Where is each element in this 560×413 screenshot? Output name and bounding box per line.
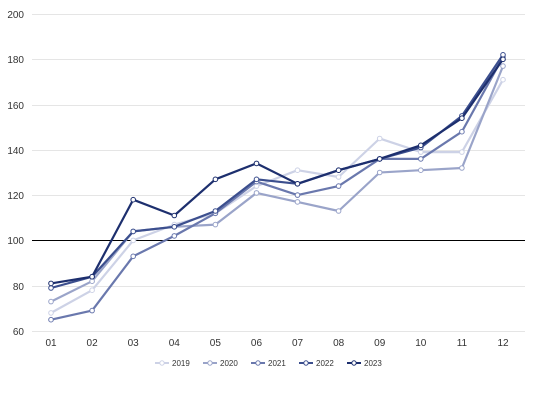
legend-label: 2019 xyxy=(172,359,190,368)
data-point-2020-07 xyxy=(294,199,301,205)
data-point-2019-09 xyxy=(376,135,383,142)
y-tick-label: 200 xyxy=(7,10,24,21)
data-point-2019-11 xyxy=(459,149,465,155)
data-point-2022-12 xyxy=(500,52,506,58)
legend-marker xyxy=(303,360,309,366)
x-tick-label: 05 xyxy=(210,338,222,349)
data-point-2019-08 xyxy=(335,174,342,180)
data-point-2023-06 xyxy=(253,160,260,167)
legend-item-2020[interactable]: 2020 xyxy=(203,359,238,368)
x-tick-label: 07 xyxy=(292,338,304,349)
data-point-2020-08 xyxy=(335,208,342,214)
data-point-2023-11 xyxy=(459,115,465,121)
series-line-2023 xyxy=(49,58,505,285)
x-axis: 01 02 03 04 05 06 07 08 09 10 11 12 xyxy=(45,338,509,349)
x-tick-label: 06 xyxy=(251,338,263,349)
data-point-2019-10 xyxy=(418,149,424,155)
x-tick-label: 11 xyxy=(457,338,468,349)
y-tick-label: 140 xyxy=(7,146,24,157)
data-point-2021-11 xyxy=(459,128,465,135)
x-tick-label: 10 xyxy=(415,338,427,349)
data-point-2020-01 xyxy=(48,298,54,305)
series-2020 xyxy=(48,63,506,305)
data-point-2022-06 xyxy=(253,176,260,183)
series-2023 xyxy=(48,56,506,287)
data-point-2019-06 xyxy=(253,183,260,189)
legend-item-2022[interactable]: 2022 xyxy=(299,359,334,368)
data-point-2023-03 xyxy=(130,196,136,203)
x-tick-label: 02 xyxy=(87,338,99,349)
y-tick-label: 60 xyxy=(13,327,25,338)
y-tick-label: 80 xyxy=(13,282,25,293)
y-tick-label: 120 xyxy=(7,191,24,202)
legend-label: 2021 xyxy=(268,359,286,368)
data-point-2021-07 xyxy=(294,192,301,198)
legend-item-2021[interactable]: 2021 xyxy=(251,359,286,368)
data-point-2022-05 xyxy=(212,208,219,214)
data-point-2021-02 xyxy=(89,307,95,314)
x-tick-label: 04 xyxy=(169,338,181,349)
legend-item-2019[interactable]: 2019 xyxy=(155,359,190,368)
data-point-2021-10 xyxy=(418,156,424,162)
x-tick-label: 03 xyxy=(128,338,140,349)
legend-marker xyxy=(159,360,165,366)
data-point-2021-04 xyxy=(171,233,178,239)
data-point-2022-03 xyxy=(130,228,136,235)
data-point-2021-08 xyxy=(335,183,342,189)
series-line-2019 xyxy=(49,78,505,314)
data-point-2020-10 xyxy=(418,167,424,173)
x-tick-label: 08 xyxy=(333,338,345,349)
data-point-2023-07 xyxy=(294,181,301,187)
data-point-2019-01 xyxy=(48,310,54,316)
data-point-2020-11 xyxy=(459,165,465,171)
legend-item-2023[interactable]: 2023 xyxy=(347,359,382,368)
data-point-2022-04 xyxy=(171,224,178,230)
data-point-2023-02 xyxy=(89,273,95,280)
data-point-2023-01 xyxy=(48,280,54,287)
legend-marker xyxy=(255,360,261,366)
data-point-2023-05 xyxy=(212,176,219,183)
y-tick-label: 160 xyxy=(7,101,24,112)
series-line-2020 xyxy=(49,64,505,303)
legend-label: 2020 xyxy=(220,359,238,368)
data-point-2021-03 xyxy=(130,253,136,260)
data-point-2020-05 xyxy=(212,221,219,228)
data-point-2020-06 xyxy=(253,190,260,196)
y-tick-label: 180 xyxy=(7,55,24,66)
series-line-2021 xyxy=(49,55,505,321)
data-point-2023-12 xyxy=(500,56,506,63)
data-point-2020-09 xyxy=(376,169,383,176)
data-point-2019-12 xyxy=(500,76,506,83)
x-tick-label: 01 xyxy=(45,338,57,349)
data-point-2023-10 xyxy=(418,142,424,149)
series-lines xyxy=(48,52,506,323)
y-tick-label: 100 xyxy=(7,236,24,247)
y-axis: 60 80 100 120 140 160 180 200 xyxy=(7,10,24,338)
data-point-2023-09 xyxy=(376,156,383,162)
data-point-2019-03 xyxy=(130,237,136,244)
data-point-2021-01 xyxy=(48,316,54,323)
series-2022 xyxy=(48,52,506,291)
data-point-2020-02 xyxy=(89,278,95,285)
data-point-2019-07 xyxy=(294,167,301,173)
legend-label: 2023 xyxy=(364,359,382,368)
legend[interactable]: 2019 2020 2021 2022 2023 xyxy=(155,359,382,368)
series-line-2022 xyxy=(49,53,505,290)
legend-marker xyxy=(351,360,357,366)
x-tick-label: 12 xyxy=(497,338,509,349)
legend-label: 2022 xyxy=(316,359,334,368)
data-point-2022-01 xyxy=(48,285,54,291)
legend-marker xyxy=(207,360,213,366)
series-2021 xyxy=(48,54,506,323)
x-tick-label: 09 xyxy=(374,338,386,349)
data-point-2023-04 xyxy=(171,212,178,219)
grid xyxy=(32,14,525,332)
data-point-2019-02 xyxy=(89,287,95,294)
data-point-2020-12 xyxy=(500,63,506,69)
data-point-2023-08 xyxy=(335,167,342,173)
